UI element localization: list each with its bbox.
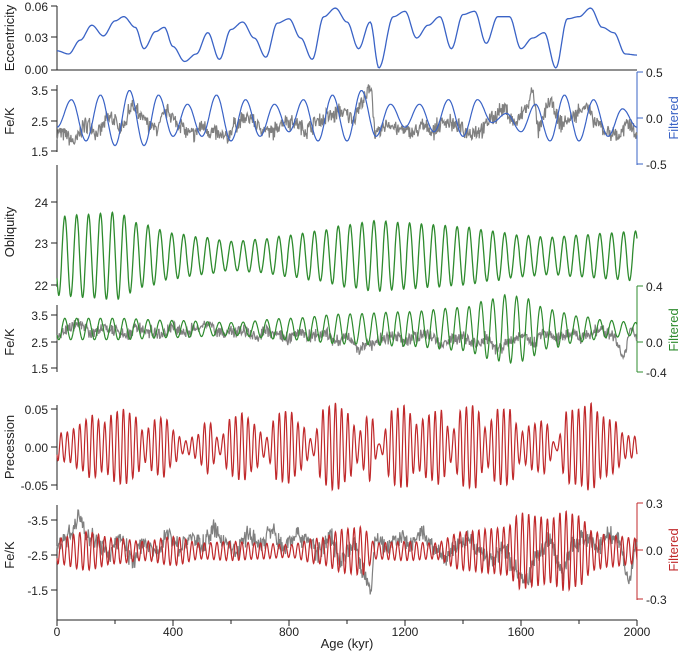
tick-label: 1.5	[31, 362, 48, 376]
tick-label: -1.5	[27, 584, 48, 598]
panel-obliquity: 24 23 22 Obliquity	[2, 165, 638, 301]
tick-label: 3.5	[31, 309, 48, 323]
filtered-precession-line	[56, 510, 638, 593]
tick-label: -0.4	[646, 366, 667, 380]
precession-line	[56, 401, 638, 492]
tick-label: 0.0	[646, 544, 663, 558]
tick-label: 0.0	[646, 336, 663, 350]
tick-label: 0.00	[25, 63, 49, 77]
right-axis-label: Filtered	[666, 528, 681, 571]
fek-raw-line	[56, 84, 638, 146]
panel-precession: 0.05 0.00 -0.05 Precession	[2, 401, 638, 493]
filtered-eccentricity-line	[56, 90, 638, 147]
x-tick-label: 2000	[624, 625, 651, 639]
tick-label: 0.00	[25, 441, 49, 455]
tick-label: 1.5	[31, 145, 48, 159]
tick-label: 22	[35, 279, 49, 293]
obliquity-line	[56, 211, 638, 301]
tick-label: -0.05	[21, 479, 49, 493]
left-axis-label: Fe/K	[2, 107, 17, 135]
left-axis-label: Fe/K	[2, 541, 17, 569]
x-tick-label: 800	[279, 625, 299, 639]
x-axis: 0 400 800 1200 1600 2000 Age (kyr)	[54, 619, 651, 651]
panel-fek-eccentricity: 3.5 2.5 1.5 0.5 0.0 -0.5 Fe/K Filtered	[2, 66, 681, 172]
tick-label: 0.03	[25, 31, 49, 45]
tick-label: 0.5	[646, 66, 663, 80]
tick-label: -2.5	[27, 549, 48, 563]
x-tick-label: 1600	[508, 625, 535, 639]
left-axis-label: Obliquity	[2, 206, 17, 257]
tick-label: -0.5	[646, 158, 667, 172]
tick-label: 0.0	[646, 112, 663, 126]
left-axis-label: Fe/K	[2, 328, 17, 356]
tick-label: 0.05	[25, 403, 49, 417]
left-axis-label: Eccentricity	[2, 4, 17, 71]
filtered-obliquity-line	[56, 293, 638, 365]
left-axis-label: Precession	[2, 415, 17, 479]
x-tick-label: 0	[54, 625, 61, 639]
eccentricity-line	[56, 7, 638, 69]
tick-label: 2.5	[31, 115, 48, 129]
tick-label: -0.3	[646, 593, 667, 607]
tick-label: 0.3	[646, 497, 663, 511]
panel-fek-obliquity: 3.5 2.5 1.5 0.4 0.0 -0.4 Fe/K Filtered	[2, 280, 681, 380]
tick-label: 24	[35, 196, 49, 210]
tick-label: 23	[35, 237, 49, 251]
tick-label: 2.5	[31, 336, 48, 350]
tick-label: 0.4	[646, 280, 663, 294]
tick-label: 0.06	[25, 0, 49, 14]
right-axis-label: Filtered	[666, 96, 681, 139]
tick-label: -3.5	[27, 514, 48, 528]
x-tick-label: 1200	[392, 625, 419, 639]
tick-label: 3.5	[31, 84, 48, 98]
x-tick-label: 400	[163, 625, 183, 639]
panel-eccentricity: 0.06 0.03 0.00 Eccentricity	[2, 0, 638, 77]
right-axis-label: Filtered	[666, 308, 681, 351]
fek-raw-line	[56, 318, 638, 361]
panel-fek-precession: -3.5 -2.5 -1.5 0.3 0.0 -0.3 Fe/K Filtere…	[2, 497, 681, 620]
x-ticks	[56, 620, 638, 626]
x-axis-label: Age (kyr)	[321, 636, 374, 651]
